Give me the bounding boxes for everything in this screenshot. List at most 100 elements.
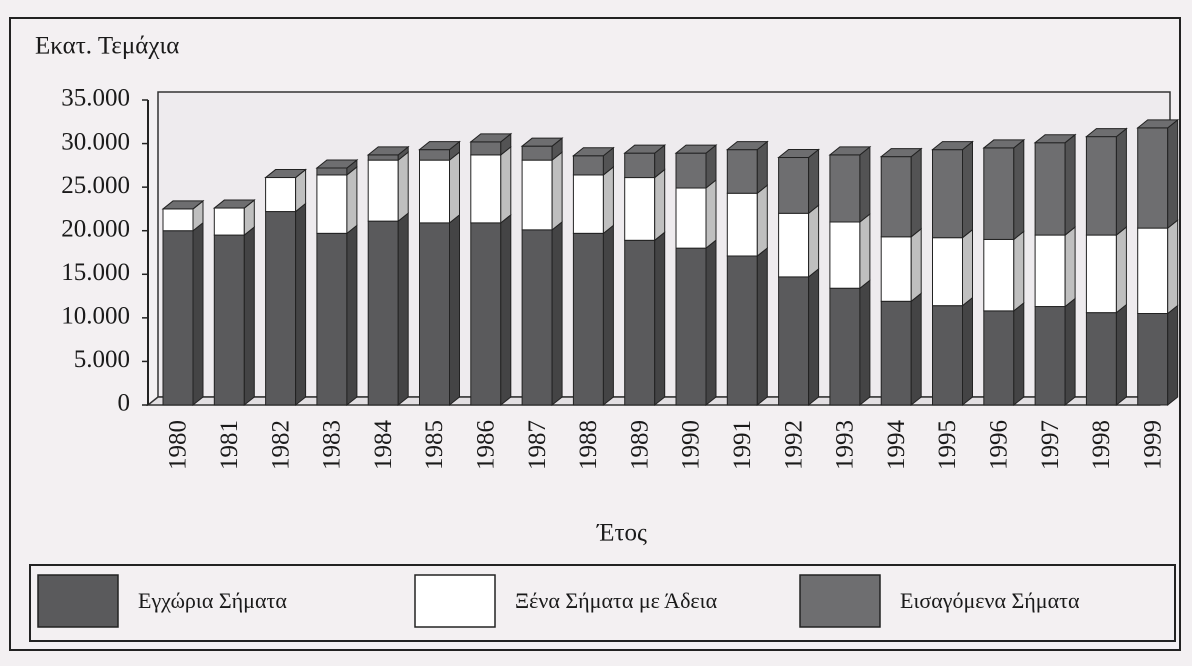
bar-segment-side: [859, 279, 871, 407]
y-tick-label: 0: [118, 390, 131, 417]
x-tick-label: 1982: [267, 420, 294, 470]
bar-segment-side: [962, 296, 973, 407]
bar-segment-side: [1167, 118, 1179, 230]
bar-segment: [675, 187, 707, 249]
bar-segment: [316, 167, 348, 176]
bar-segment-side: [654, 231, 666, 407]
y-tick-label: 20.000: [61, 215, 130, 242]
bar-segment-side: [397, 212, 409, 407]
x-tick-label: 1995: [934, 420, 961, 470]
x-tick-label: 1983: [319, 420, 346, 470]
bar-segment: [470, 141, 502, 156]
x-tick-label: 1988: [575, 420, 602, 470]
bar-segment: [778, 157, 810, 214]
bar-top: [777, 149, 821, 159]
y-tick-label: 30.000: [61, 128, 130, 155]
bar-segment: [1034, 306, 1066, 406]
bar-segment-side: [1064, 133, 1076, 237]
bar-segment-side: [705, 239, 717, 407]
bar-top: [931, 141, 974, 151]
bar-segment-side: [500, 145, 512, 224]
bar-segment-side: [962, 140, 973, 239]
bar-segment: [624, 177, 656, 241]
bar-segment: [726, 192, 758, 257]
x-tick-label: 1984: [370, 420, 397, 471]
bar-segment: [829, 287, 861, 406]
bar-segment-side: [910, 147, 922, 238]
bar-segment: [829, 154, 861, 223]
bar-segment: [675, 247, 707, 406]
bar-segment: [880, 156, 912, 238]
bar-segment-side: [1115, 303, 1127, 407]
bar-top: [571, 147, 615, 157]
bar-segment-side: [346, 165, 358, 235]
bar-segment-side: [910, 292, 922, 407]
bar-segment: [213, 234, 245, 406]
bar-segment: [1085, 136, 1117, 236]
x-tick-label: 1994: [883, 420, 910, 471]
x-tick-label: 1987: [524, 420, 551, 470]
x-tick-label: 1986: [473, 420, 500, 470]
bar-top: [264, 169, 308, 179]
bar-segment-side: [808, 267, 820, 407]
bar-segment: [624, 239, 656, 406]
y-tick-label: 10.000: [61, 303, 130, 330]
bar-segment-side: [449, 213, 460, 407]
bar-segment-side: [1167, 219, 1179, 315]
bar-segment: [932, 237, 963, 307]
bar-segment: [880, 236, 912, 302]
bar-segment: [470, 154, 502, 224]
bar-segment-side: [602, 224, 614, 407]
x-tick-label: 1992: [780, 420, 807, 470]
bar-top: [879, 148, 923, 158]
y-tick-label: 35.000: [61, 85, 130, 112]
bar-segment: [162, 208, 194, 232]
bar-top: [418, 141, 461, 151]
bar-segment: [983, 147, 1015, 240]
bar-top: [1084, 128, 1128, 138]
bar-segment: [419, 149, 450, 161]
bar-segment: [521, 145, 553, 161]
bar-segment: [932, 305, 963, 406]
bar-segment: [265, 211, 297, 406]
bar-segment: [829, 221, 861, 289]
bar-segment-side: [602, 165, 614, 235]
x-tick-label: 1990: [678, 420, 705, 470]
bar-segment: [1085, 312, 1117, 406]
bar-segment: [470, 222, 502, 406]
bar-segment-side: [346, 224, 358, 407]
bar-segment-side: [756, 140, 768, 195]
bar-segment: [983, 238, 1015, 312]
x-tick-label: 1993: [832, 420, 859, 470]
bar-segment-side: [756, 246, 768, 407]
bar-segment-side: [192, 221, 204, 407]
bar-segment-side: [1013, 301, 1025, 407]
bar-top: [1033, 134, 1077, 144]
bar-segment: [316, 232, 348, 406]
bar-segment-side: [551, 220, 563, 407]
bar-segment: [1085, 234, 1117, 314]
bar-segment-side: [551, 151, 563, 231]
bar-segment: [419, 159, 450, 224]
bar-segment: [521, 229, 553, 406]
bar-segment-side: [243, 226, 255, 407]
bar-segment: [726, 255, 758, 406]
legend: [29, 564, 1176, 642]
bar-top: [212, 199, 256, 209]
bar-segment-side: [1115, 226, 1127, 314]
bar-segment: [367, 159, 399, 222]
bar-top: [469, 133, 513, 143]
bar-segment-side: [859, 145, 871, 224]
bar-segment: [932, 149, 963, 239]
bar-top: [161, 200, 205, 210]
bar-top: [315, 159, 359, 169]
bar-segment-side: [449, 151, 460, 224]
bar-segment-side: [1167, 304, 1179, 407]
bar-segment: [1137, 127, 1169, 229]
bar-segment: [316, 174, 348, 234]
bar-top: [366, 146, 410, 156]
bar-segment: [265, 177, 297, 213]
legend-label: Εισαγόμενα Σήματα: [900, 588, 1080, 613]
bar-segment: [572, 174, 604, 234]
